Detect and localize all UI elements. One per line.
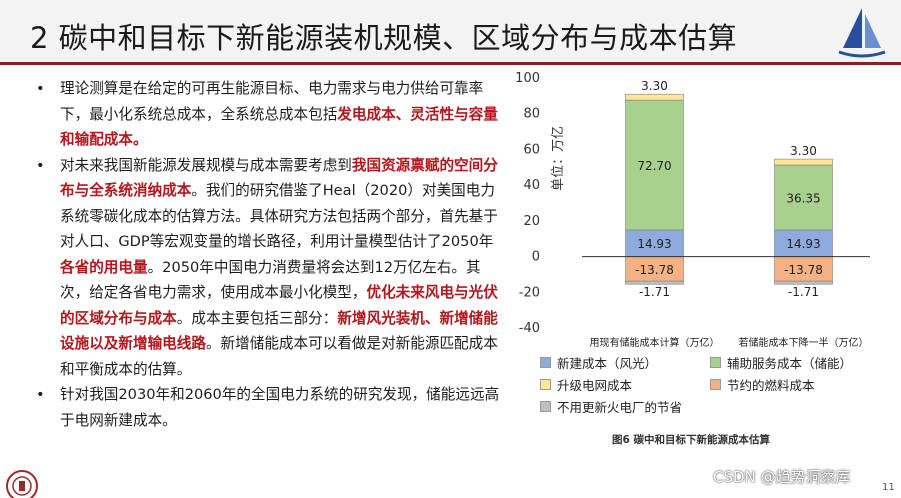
legend-item: 节约的燃料成本 [710, 375, 815, 393]
data-label: -13.78 [635, 263, 674, 277]
paragraph-text: 。成本主要包括三部分： [176, 309, 338, 327]
bar-segment [625, 256, 684, 282]
data-label: 72.70 [637, 159, 671, 173]
y-tick-label: 100 [515, 71, 540, 86]
bar-segment [774, 164, 833, 231]
y-tick-label: -20 [519, 285, 540, 300]
legend-swatch [540, 400, 551, 412]
slide-title: 2 碳中和目标下新能源装机规模、区域分布与成本估算 [30, 21, 738, 55]
bar-segment [625, 280, 684, 285]
data-label: 3.30 [641, 79, 668, 93]
body-paragraph: • 对未来我国新能源发展规模与成本需要考虑到我国资源禀赋的空间分布与全系统消纳成本… [30, 153, 500, 383]
data-label: 3.30 [790, 144, 817, 158]
highlighted-text: 各省的用电量 [60, 258, 148, 276]
legend-swatch [710, 356, 721, 368]
paragraph-text: 针对我国2030年和2060年的全国电力系统的研究发现，储能远远高于电网新建成本… [60, 386, 500, 429]
legend-item: 升级电网成本 [540, 375, 632, 393]
data-label: -1.71 [788, 285, 819, 299]
legend-label: 辅助服务成本（储能） [727, 355, 853, 371]
bar-segment [625, 93, 684, 101]
data-label: 14.93 [637, 237, 671, 251]
y-tick-label: 0 [532, 250, 540, 265]
university-seal-icon [6, 470, 38, 498]
bullet-mark: • [36, 386, 45, 403]
highlighted-text: 发电成本、灵活性与容量和输配成本。 [60, 105, 498, 149]
bar-segment [774, 158, 833, 166]
highlighted-text: 优化未来风电与光伏的区域分布与成本 [60, 284, 498, 327]
legend-swatch [540, 356, 551, 368]
bar-segment [774, 280, 833, 285]
legend-swatch [710, 378, 721, 390]
stacked-bar-chart: 100 80 60 40 20 0 -20 -40 单位：万亿 14.93 72.70 3.30 -13… [515, 71, 870, 349]
legend-item: 不用更新火电厂的节省 [540, 397, 682, 415]
bar-segment [625, 99, 684, 231]
legend-label: 节约的燃料成本 [727, 377, 815, 393]
body-text: • 理论测算是在给定的可再生能源目标、电力需求与电力供给可靠率下，最小化系统总成本… [30, 76, 500, 433]
paragraph-text: 。新增储能成本可以看做是对新能源匹配成本和平衡成本的估算。 [60, 335, 498, 378]
y-tick-label: 80 [523, 107, 540, 122]
sail-logo-icon [838, 8, 886, 58]
slide-header: 2 碳中和目标下新能源装机规模、区域分布与成本估算 [0, 0, 901, 62]
body-paragraph: • 针对我国2030年和2060年的全国电力系统的研究发现，储能远远高于电网新建成… [30, 382, 500, 433]
data-label: 14.93 [786, 237, 820, 251]
y-tick-label: 20 [523, 214, 540, 229]
bullet-mark: • [36, 156, 45, 174]
watermark-text: CSDN @趋势洞察库 [713, 468, 851, 486]
y-axis-label: 单位：万亿 [551, 126, 566, 191]
paragraph-text: 理论测算是在给定的可再生能源目标、电力需求与电力供给可靠率下，最小化系统总成本，… [60, 80, 484, 123]
data-label: -1.71 [639, 285, 670, 299]
legend-item: 辅助服务成本（储能） [710, 353, 852, 371]
legend-item: 新建成本（风光） [540, 353, 657, 371]
y-tick-label: 60 [523, 142, 540, 157]
y-tick-label: 40 [523, 178, 540, 193]
figure-caption: 图6 碳中和目标下新能源成本估算 [612, 434, 770, 446]
page-number: 11 [882, 482, 895, 493]
paragraph-text: 对未来我国新能源发展规模与成本需要考虑到 [60, 156, 352, 174]
legend-swatch [540, 378, 551, 390]
data-label: 36.35 [786, 191, 820, 205]
x-category-label: 用现有储能成本计算（万亿） [590, 336, 720, 349]
highlighted-text: 新增风光装机、新增储能设施以及新增输电线路 [60, 309, 498, 353]
paragraph-text: 。我们的研究借鉴了Heal（2020）对美国电力系统零碳化成本的估算方法。具体研… [60, 182, 498, 250]
data-label: -13.78 [784, 263, 823, 277]
bullet-mark: • [36, 80, 45, 97]
body-paragraph: • 理论测算是在给定的可再生能源目标、电力需求与电力供给可靠率下，最小化系统总成本… [30, 76, 500, 153]
legend-label: 新建成本（风光） [557, 355, 658, 371]
x-category-label: 若储能成本下降一半（万亿） [739, 336, 869, 349]
title-divider [0, 62, 901, 65]
paragraph-text: 。2050年中国电力消费量将会达到12万亿左右。其次，给定各省电力需求，使用成本… [60, 258, 481, 302]
legend-label: 升级电网成本 [557, 377, 633, 393]
legend-label: 不用更新火电厂的节省 [557, 399, 683, 415]
highlighted-text: 我国资源禀赋的空间分布与全系统消纳成本 [60, 156, 498, 200]
y-tick-label: -40 [519, 321, 540, 336]
